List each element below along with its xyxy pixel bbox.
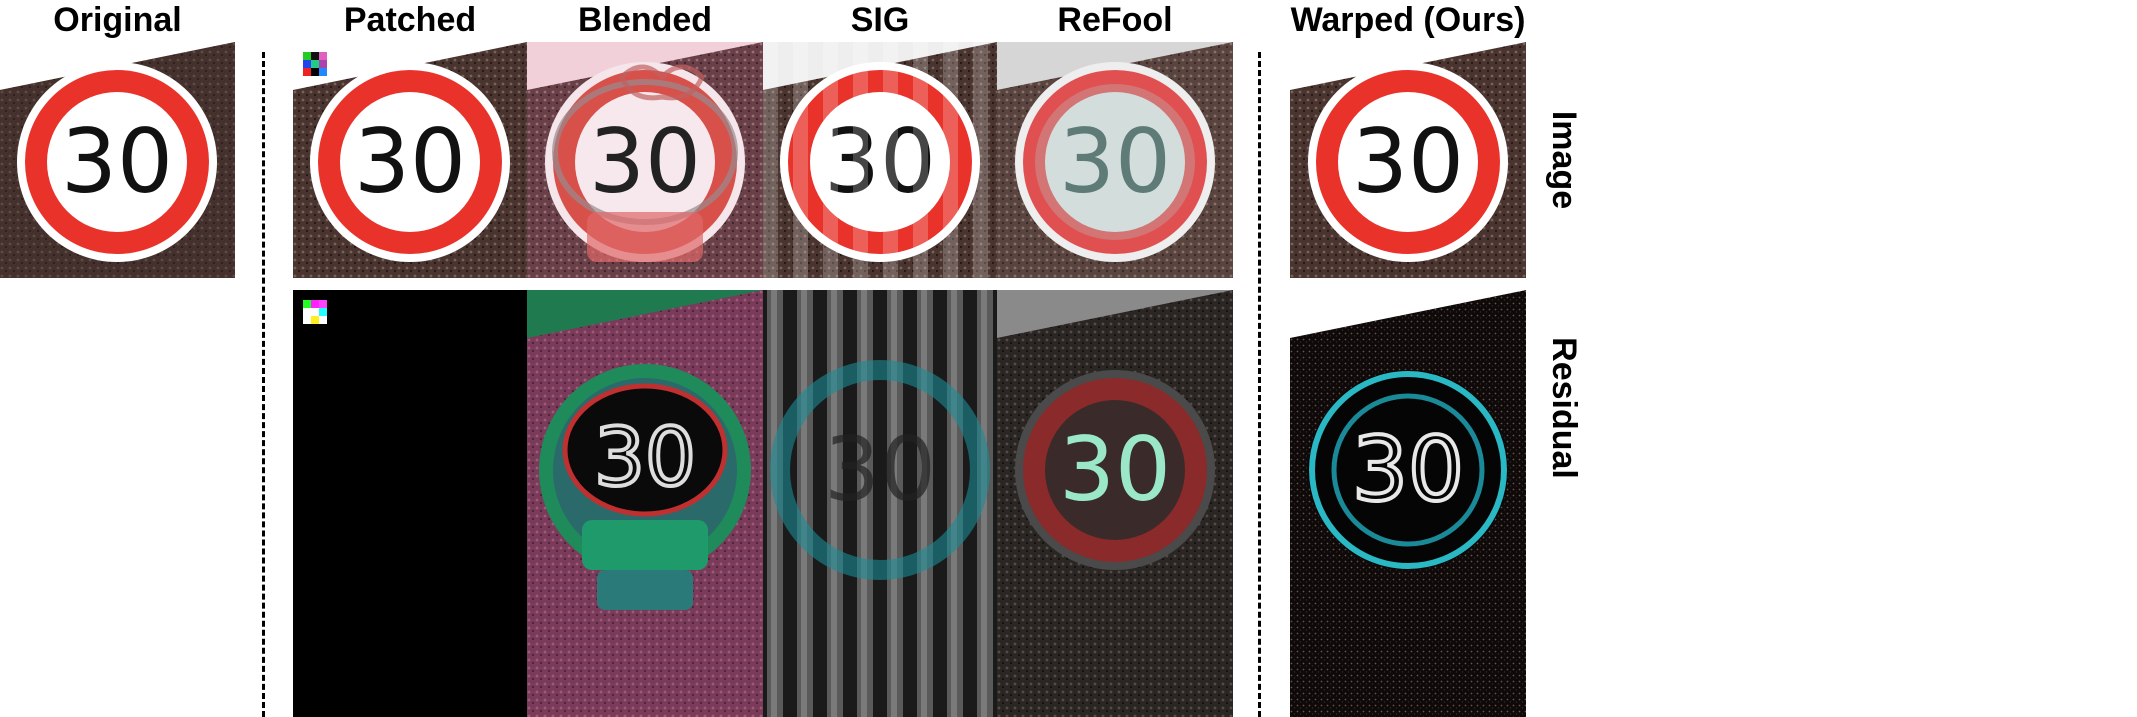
sign-digits: 30 (824, 418, 936, 521)
sign-digits: 30 (61, 110, 173, 213)
trigger-patch-residual-icon (303, 300, 327, 324)
sign-digits: 30 (589, 110, 701, 213)
header-warped: Warped (Ours) (1290, 1, 1526, 39)
trigger-patch-icon (303, 52, 327, 76)
header-refool: ReFool (1057, 1, 1173, 39)
header-patched: Patched (343, 1, 477, 39)
panel-warped-image: 30 (1290, 42, 1526, 278)
header-blended: Blended (577, 1, 713, 39)
row-label-image: Image (1545, 110, 1583, 210)
panel-blended-residual: 30 (527, 290, 763, 717)
panel-sig-residual: 30 (763, 290, 997, 717)
sign-digits: 30 (594, 411, 696, 504)
panel-blended-image: 30 (527, 42, 763, 278)
sign-digits: 30 (1059, 418, 1171, 521)
row-label-residual: Residual (1545, 337, 1583, 479)
panel-original-image: 30 (0, 42, 235, 278)
separator-right (1258, 52, 1261, 717)
panel-refool-image: 30 (997, 42, 1233, 278)
panel-sig-image: 30 (763, 42, 997, 278)
panel-refool-residual: 30 (997, 290, 1233, 717)
panel-patched-image: 30 (293, 42, 527, 278)
sign-digits: 30 (1059, 110, 1171, 213)
sign-digits: 30 (1352, 110, 1464, 213)
panel-warped-residual: 30 (1290, 290, 1526, 717)
sign-digits: 30 (1352, 418, 1464, 521)
panel-patched-residual (293, 290, 527, 717)
header-original: Original (53, 1, 182, 39)
sign-digits: 30 (354, 110, 466, 213)
header-sig: SIG (850, 1, 910, 39)
separator-left (262, 52, 265, 717)
